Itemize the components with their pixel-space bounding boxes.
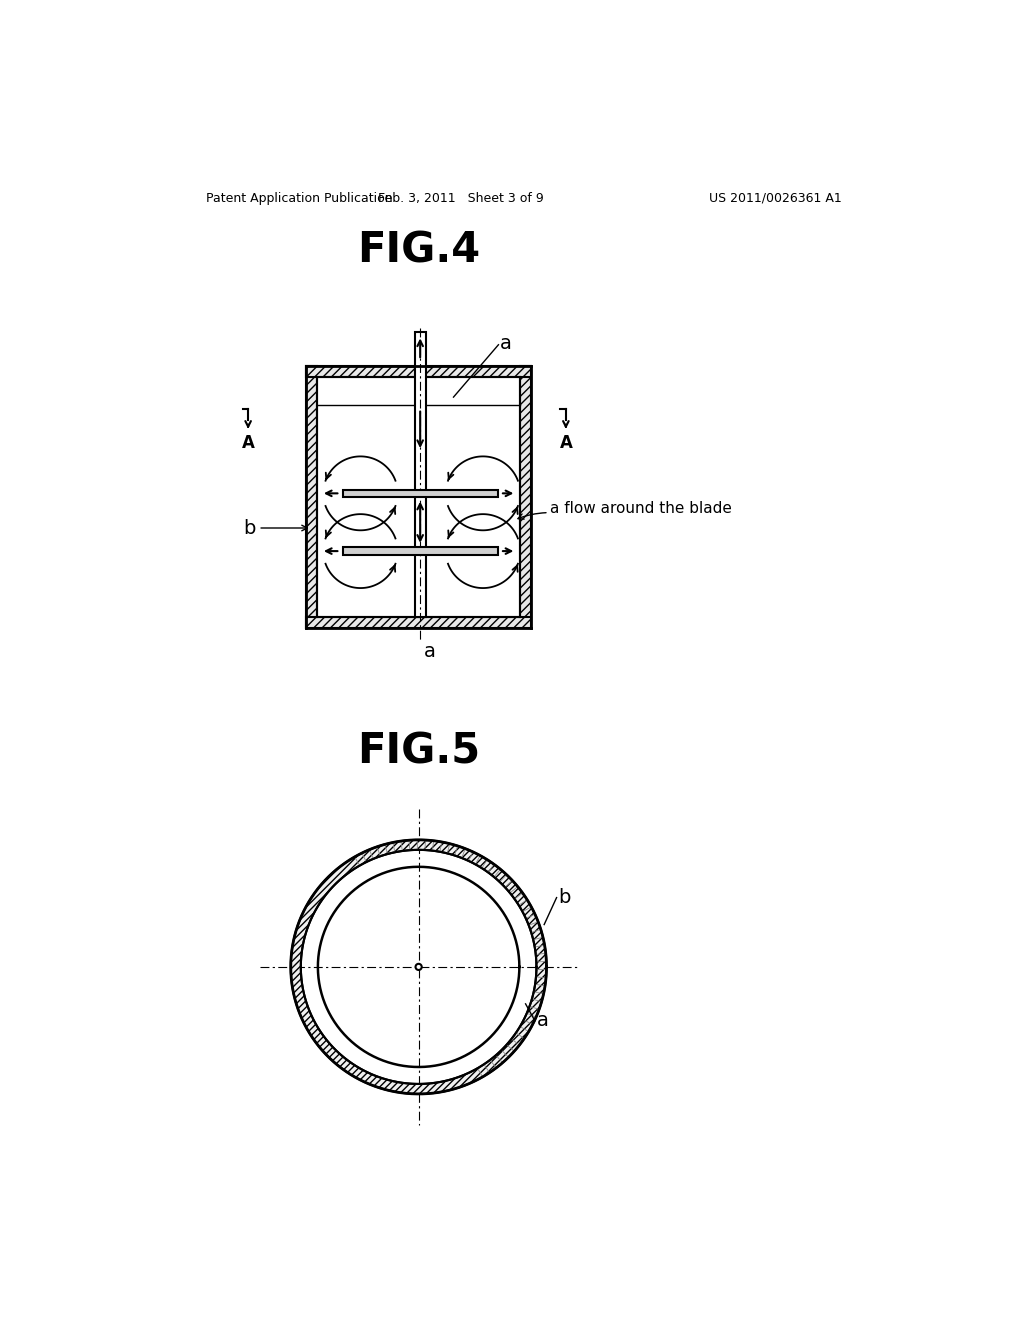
Text: Feb. 3, 2011   Sheet 3 of 9: Feb. 3, 2011 Sheet 3 of 9: [379, 191, 544, 205]
Text: a: a: [537, 1011, 548, 1031]
Text: FIG.5: FIG.5: [357, 730, 480, 772]
Polygon shape: [306, 367, 317, 628]
Circle shape: [416, 964, 422, 970]
Polygon shape: [306, 367, 531, 378]
Polygon shape: [317, 378, 520, 618]
Polygon shape: [306, 618, 531, 628]
Text: A: A: [559, 434, 572, 453]
Text: b: b: [244, 519, 256, 537]
Text: b: b: [558, 888, 570, 907]
Text: Patent Application Publication: Patent Application Publication: [206, 191, 392, 205]
PathPatch shape: [291, 840, 547, 1094]
Text: a: a: [500, 334, 512, 352]
Text: a flow around the blade: a flow around the blade: [550, 502, 732, 516]
Text: US 2011/0026361 A1: US 2011/0026361 A1: [710, 191, 842, 205]
Polygon shape: [415, 331, 426, 618]
Text: a: a: [424, 642, 436, 661]
Polygon shape: [520, 367, 531, 628]
Polygon shape: [343, 490, 498, 498]
Text: FIG.4: FIG.4: [357, 230, 480, 272]
Polygon shape: [343, 548, 498, 554]
Text: A: A: [242, 434, 255, 453]
